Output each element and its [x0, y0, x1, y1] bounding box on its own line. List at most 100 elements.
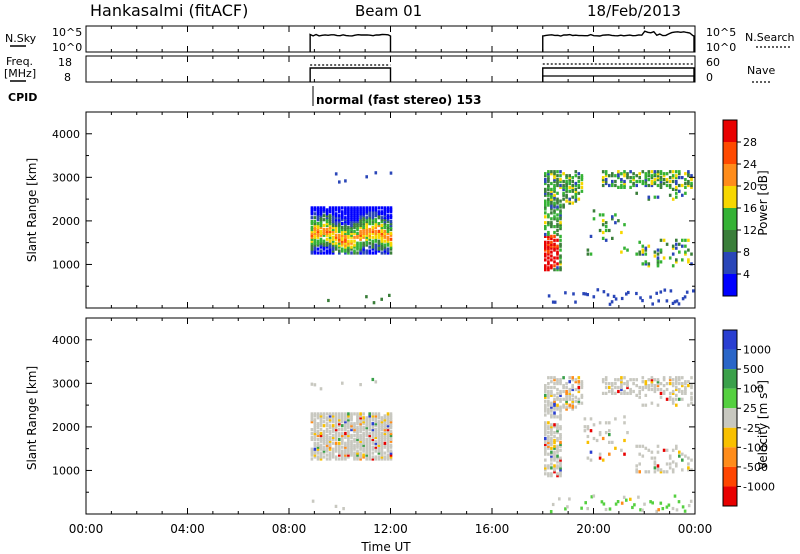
freq-segment — [309, 67, 392, 82]
range-cell — [365, 249, 368, 253]
range-cell — [665, 183, 669, 188]
range-cell — [550, 211, 553, 215]
range-cell — [325, 231, 329, 235]
range-cell — [675, 397, 678, 401]
range-cell — [653, 254, 657, 258]
range-cell — [638, 385, 641, 390]
range-cell — [550, 401, 553, 405]
range-cell — [377, 235, 381, 239]
range-cell — [675, 387, 678, 392]
range-cell — [617, 185, 620, 189]
range-cell — [678, 376, 681, 380]
range-cell — [641, 380, 645, 384]
range-cell — [313, 433, 317, 438]
range-cell — [559, 380, 562, 384]
range-cell — [547, 203, 550, 207]
range-cell — [550, 466, 553, 470]
range-cell — [389, 208, 393, 212]
range-cell — [559, 407, 562, 411]
range-cell — [310, 208, 314, 212]
range-cell — [553, 242, 556, 246]
range-cell — [353, 251, 356, 255]
range-cell — [371, 251, 375, 255]
range-cell — [374, 245, 378, 249]
range-cell — [556, 382, 559, 386]
range-cell — [328, 229, 332, 233]
range-cell — [611, 236, 614, 240]
range-cell — [380, 251, 384, 255]
range-cell — [371, 439, 375, 443]
range-cell — [353, 249, 356, 253]
range-cell — [359, 235, 362, 239]
range-cell — [601, 458, 605, 462]
range-cell — [684, 385, 687, 390]
range-cell — [338, 237, 341, 241]
range-cell — [571, 399, 574, 403]
range-cell — [559, 179, 562, 184]
range-cell — [365, 206, 368, 210]
range-cell — [611, 181, 614, 186]
range-cell — [559, 415, 562, 419]
range-cell — [350, 210, 353, 214]
range-cell — [644, 403, 648, 407]
range-cell — [341, 239, 344, 243]
range-cell — [380, 241, 384, 245]
range-cell — [684, 191, 687, 195]
range-cell — [650, 183, 654, 188]
range-cell — [377, 451, 381, 455]
range-cell — [675, 403, 678, 407]
freq-trace — [309, 63, 695, 82]
range-cell — [310, 220, 314, 224]
range-cell — [313, 241, 317, 245]
range-cell — [371, 451, 375, 455]
range-cell — [644, 384, 648, 388]
range-cell — [347, 437, 350, 441]
range-cell — [608, 302, 612, 306]
range-cell — [656, 464, 660, 468]
range-cell — [362, 212, 365, 216]
range-cell — [374, 435, 378, 439]
range-cell — [656, 444, 660, 448]
range-cell — [383, 206, 387, 210]
range-cell — [319, 418, 323, 422]
range-cell — [328, 457, 332, 461]
range-cell — [559, 413, 562, 417]
range-cell — [550, 407, 553, 411]
range-cell — [328, 416, 332, 420]
range-cell — [653, 170, 657, 174]
range-cell — [598, 421, 602, 425]
range-cell — [328, 243, 332, 247]
range-cell — [684, 178, 687, 182]
beam-title: Beam 01 — [355, 2, 422, 20]
range-cell — [547, 401, 550, 405]
range-cell — [356, 453, 359, 457]
range-cell — [544, 193, 547, 197]
range-cell — [325, 435, 329, 439]
range-cell — [681, 452, 684, 456]
range-cell — [653, 195, 657, 199]
range-cell — [684, 389, 687, 394]
range-cell — [328, 418, 332, 422]
range-cell — [544, 234, 547, 238]
range-cell — [559, 256, 562, 260]
range-cell — [386, 435, 390, 439]
range-cell — [353, 457, 356, 461]
range-cell — [644, 181, 648, 186]
range-cell — [559, 391, 562, 395]
range-cell — [344, 222, 347, 226]
range-cell — [313, 418, 317, 422]
range-cell — [389, 241, 393, 245]
range-cell — [655, 291, 658, 295]
range-cell — [359, 214, 362, 218]
range-cell — [331, 453, 335, 457]
range-cell — [313, 235, 317, 239]
range-cell — [553, 411, 556, 415]
range-cell — [574, 300, 577, 304]
range-cell — [372, 301, 376, 305]
range-cell — [386, 457, 390, 461]
noise-sky-segment — [542, 30, 695, 52]
range-cell — [690, 385, 693, 390]
range-cell — [629, 176, 632, 180]
range-cell — [359, 445, 362, 449]
range-cell — [371, 231, 375, 235]
